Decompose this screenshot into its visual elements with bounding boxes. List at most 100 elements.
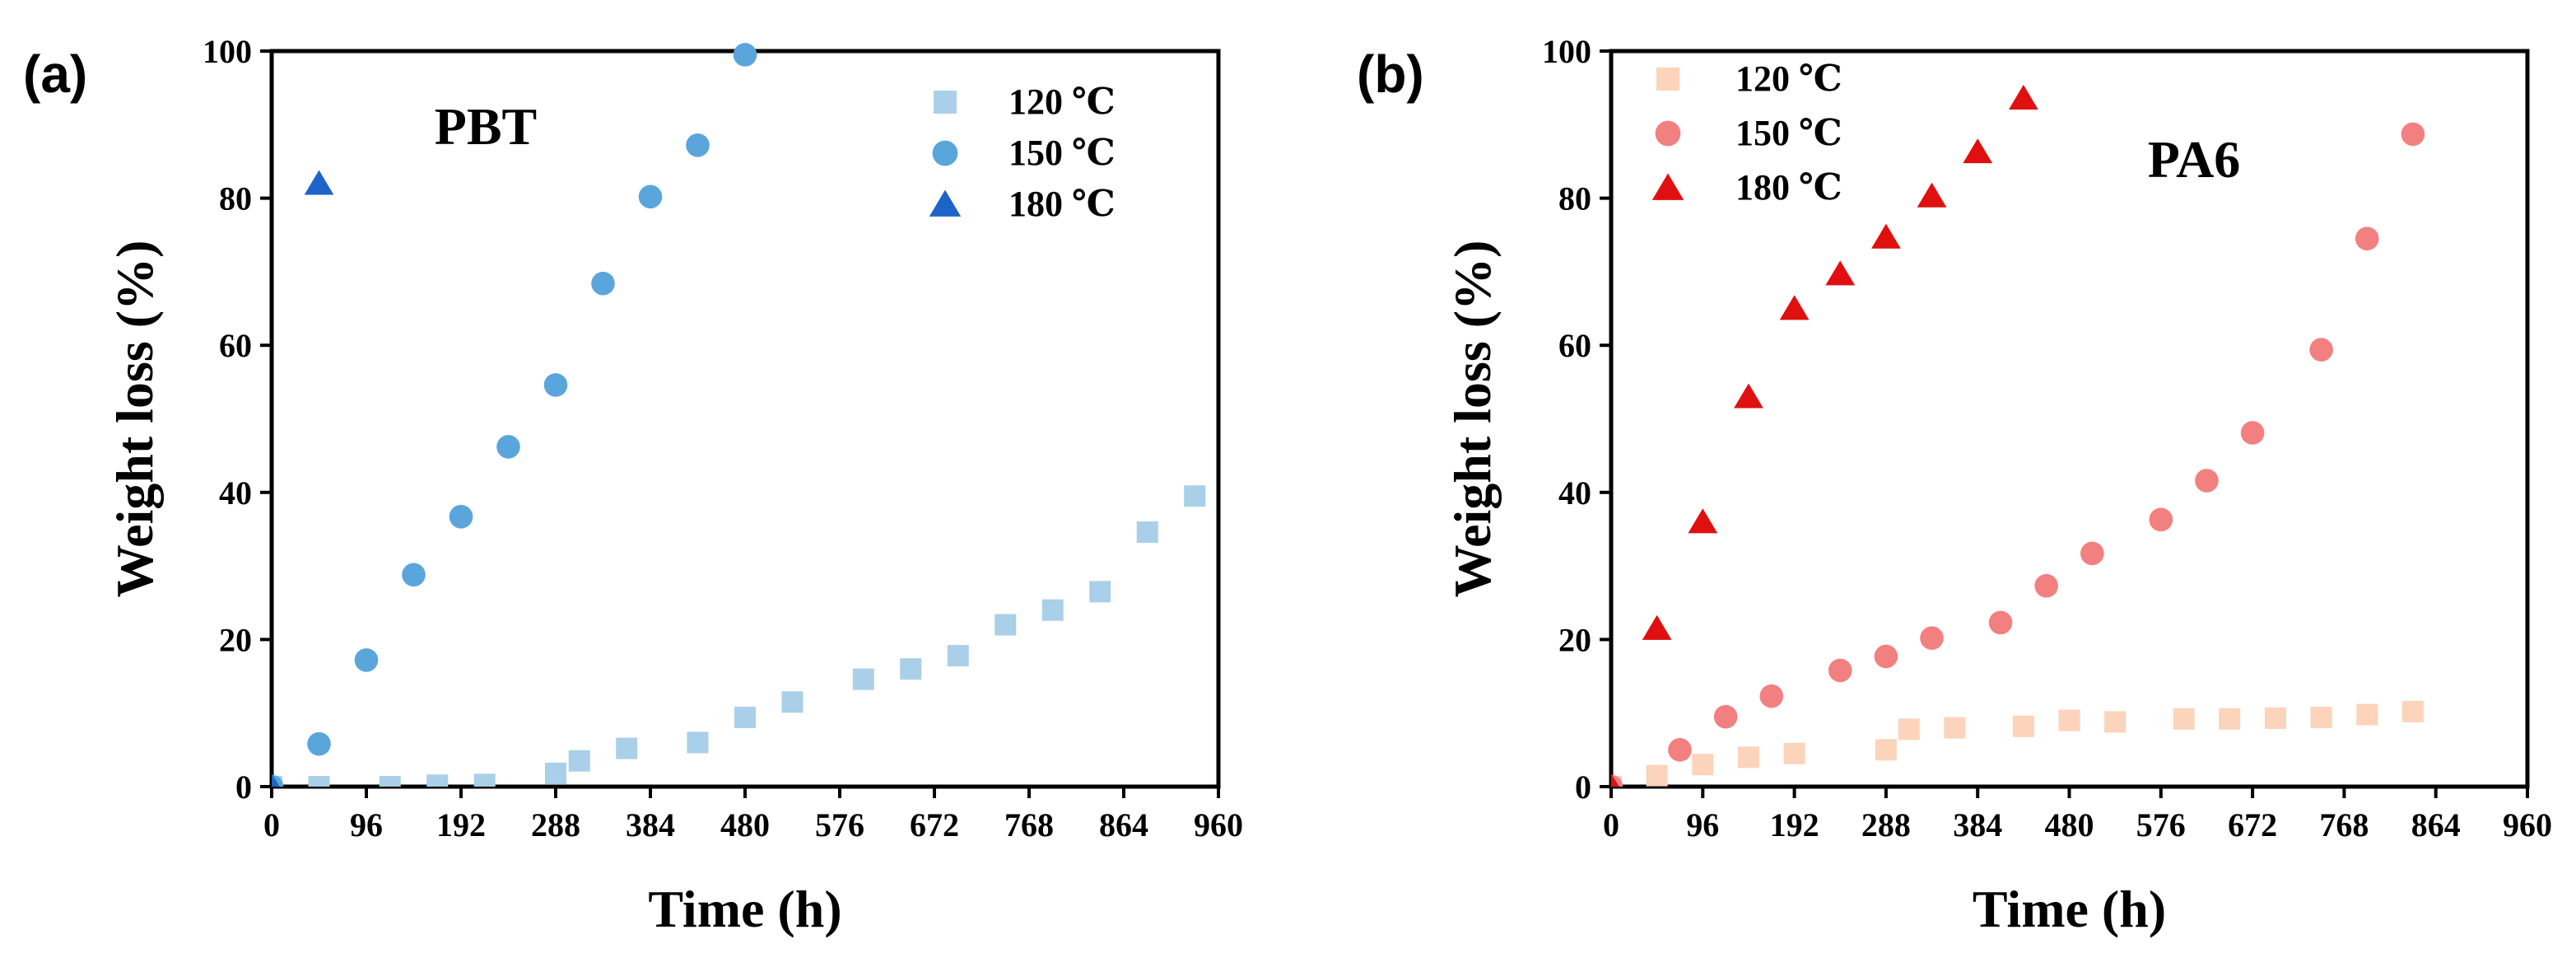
data-point bbox=[1871, 223, 1901, 249]
data-point bbox=[304, 170, 334, 195]
data-points bbox=[272, 43, 1206, 787]
legend-marker bbox=[1651, 173, 1684, 200]
y-tick-label: 0 bbox=[1575, 768, 1591, 806]
data-point bbox=[1688, 508, 1718, 534]
y-tick-label: 40 bbox=[1558, 474, 1591, 512]
panel-label: (a) bbox=[23, 44, 87, 104]
data-point bbox=[616, 737, 638, 759]
x-tick-label: 480 bbox=[720, 806, 770, 843]
x-tick-label: 864 bbox=[2411, 806, 2461, 843]
data-point bbox=[2034, 573, 2058, 598]
x-tick-label: 288 bbox=[531, 806, 580, 843]
legend-marker bbox=[929, 189, 962, 217]
legend-label: 150 ℃ bbox=[1009, 133, 1116, 173]
data-point bbox=[947, 645, 969, 667]
data-point bbox=[1089, 581, 1111, 603]
data-point bbox=[545, 762, 566, 784]
data-point bbox=[2008, 84, 2038, 110]
data-point bbox=[2173, 708, 2195, 730]
data-point bbox=[2149, 507, 2173, 532]
data-point bbox=[1734, 383, 1763, 409]
y-axis-title: Weight loss (%) bbox=[1443, 241, 1502, 598]
legend-marker bbox=[1656, 68, 1679, 91]
x-tick-label: 96 bbox=[1686, 806, 1719, 843]
x-axis-title: Time (h) bbox=[648, 880, 841, 938]
x-tick-label: 192 bbox=[436, 806, 486, 843]
legend-label: 180 ℃ bbox=[1735, 167, 1842, 208]
data-points bbox=[1611, 84, 2425, 787]
data-point bbox=[2310, 707, 2332, 729]
data-point bbox=[1779, 295, 1810, 320]
data-point bbox=[1184, 485, 1206, 507]
data-point bbox=[687, 731, 709, 754]
data-point bbox=[2264, 707, 2286, 729]
x-tick-label: 0 bbox=[1603, 806, 1619, 843]
data-point bbox=[591, 271, 615, 296]
data-point bbox=[1875, 739, 1897, 761]
data-point bbox=[1825, 260, 1856, 286]
legend: 120 ℃ 150 ℃ 180 ℃ bbox=[1651, 58, 1842, 208]
x-tick-label: 960 bbox=[2503, 806, 2552, 843]
data-point bbox=[1917, 182, 1947, 208]
data-point bbox=[1642, 614, 1672, 640]
data-point bbox=[995, 614, 1017, 636]
data-point bbox=[2309, 338, 2333, 362]
data-point bbox=[354, 648, 379, 672]
x-tick-label: 480 bbox=[2045, 806, 2094, 843]
plot-frame bbox=[1609, 49, 2530, 789]
chart-title: PBT bbox=[435, 97, 537, 156]
x-tick-label: 576 bbox=[2136, 806, 2186, 843]
series-2 bbox=[272, 43, 757, 787]
data-point bbox=[1668, 738, 1692, 762]
y-tick-label: 20 bbox=[219, 621, 252, 658]
data-point bbox=[1041, 599, 1064, 621]
data-point bbox=[402, 563, 426, 587]
data-point bbox=[733, 43, 757, 67]
data-point bbox=[2401, 700, 2424, 722]
data-point bbox=[2240, 421, 2265, 445]
data-point bbox=[2080, 541, 2104, 566]
data-point bbox=[2219, 708, 2241, 730]
x-tick-label: 576 bbox=[815, 806, 864, 843]
x-axis-title: Time (h) bbox=[1973, 880, 2166, 938]
data-point bbox=[781, 691, 804, 713]
x-tick-label: 192 bbox=[1770, 806, 1819, 843]
x-tick-label: 768 bbox=[1004, 806, 1054, 843]
data-point bbox=[1692, 754, 1714, 776]
data-point bbox=[496, 435, 520, 459]
data-point bbox=[379, 776, 401, 787]
legend-marker bbox=[934, 91, 957, 114]
data-point bbox=[638, 185, 663, 209]
y-axis-title: Weight loss (%) bbox=[105, 241, 164, 598]
x-tick-label: 768 bbox=[2319, 806, 2369, 843]
data-point bbox=[2195, 469, 2219, 493]
x-tick-label: 0 bbox=[263, 806, 280, 843]
data-point bbox=[1874, 644, 1898, 669]
legend-label: 120 ℃ bbox=[1735, 58, 1842, 99]
data-point bbox=[1988, 610, 2013, 635]
data-point bbox=[2401, 122, 2425, 147]
y-tick-label: 60 bbox=[1558, 327, 1591, 364]
x-tick-label: 384 bbox=[626, 806, 675, 843]
y-tick-label: 20 bbox=[1558, 621, 1591, 658]
data-point bbox=[1646, 764, 1668, 787]
series-1 bbox=[272, 485, 1206, 787]
data-point bbox=[1963, 138, 1993, 164]
data-point bbox=[1136, 521, 1158, 544]
data-point bbox=[2058, 709, 2080, 731]
data-point bbox=[2355, 227, 2379, 251]
data-point bbox=[2012, 715, 2034, 737]
y-tick-label: 80 bbox=[1558, 180, 1591, 217]
data-point bbox=[272, 773, 280, 787]
data-point bbox=[852, 668, 874, 690]
chart-panel-1: 0 96 192 288 384 480 576 672 768 864 960 0 20 40 60 80 1… bbox=[23, 33, 1243, 938]
y-tick-label: 100 bbox=[203, 33, 252, 70]
data-point bbox=[900, 658, 922, 680]
data-point bbox=[1828, 658, 1852, 683]
legend-label: 120 ℃ bbox=[1009, 82, 1116, 122]
x-tick-label: 288 bbox=[1861, 806, 1911, 843]
data-point bbox=[473, 773, 496, 787]
data-point bbox=[543, 373, 568, 397]
y-tick-label: 60 bbox=[219, 327, 252, 364]
data-point bbox=[2104, 711, 2126, 733]
